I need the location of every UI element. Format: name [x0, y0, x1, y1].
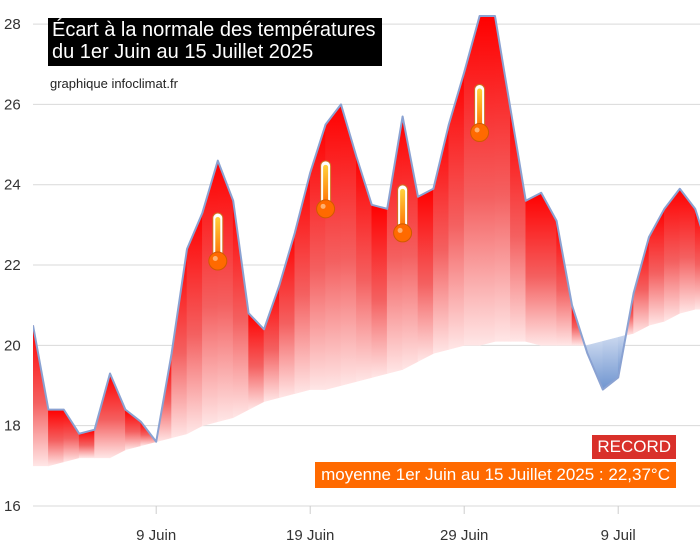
y-tick-label-24: 24: [4, 177, 21, 194]
x-axis-ticks: 9 Juin 19 Juin 29 Juin 9 Juil: [136, 506, 636, 544]
y-axis-ticks: 16 18 20 22 24 26 28: [4, 16, 21, 515]
area-above-normal: [325, 103, 342, 390]
thermometer-mercury: [215, 217, 221, 260]
thermometer-mercury: [477, 88, 483, 131]
area-above-normal: [556, 220, 573, 346]
chart-title: Écart à la normale des températures: [52, 19, 376, 41]
record-thermometer-icon: [316, 160, 336, 219]
record-thermometer-icon: [470, 84, 490, 143]
area-above-normal: [263, 285, 280, 402]
area-above-normal: [648, 208, 665, 326]
area-above-normal: [63, 408, 80, 463]
chart-title-box: Écart à la normale des températures du 1…: [48, 18, 382, 66]
y-tick-label-26: 26: [4, 96, 21, 113]
chart-credit: graphique infoclimat.fr: [50, 76, 178, 91]
area-above-normal: [371, 204, 388, 378]
temperature-area: [33, 15, 700, 467]
area-above-normal: [479, 15, 496, 346]
area-above-normal: [94, 373, 111, 459]
y-tick-label-18: 18: [4, 418, 21, 435]
y-tick-label-20: 20: [4, 337, 21, 354]
thermometer-mercury: [400, 188, 406, 231]
thermometer-bulb: [208, 251, 228, 271]
chart-subtitle: du 1er Juin au 15 Juillet 2025: [52, 41, 314, 63]
record-thermometer-icon: [208, 212, 228, 271]
record-thermometer-icon: [393, 184, 413, 243]
thermometer-bulb: [470, 123, 490, 143]
area-above-normal: [48, 409, 65, 467]
temperature-lines: [33, 15, 700, 443]
area-above-normal: [510, 108, 527, 342]
thermometer-highlight: [212, 256, 218, 262]
x-tick-label: 9 Juil: [601, 527, 636, 544]
y-tick-label-22: 22: [4, 257, 21, 274]
area-above-normal: [694, 208, 700, 310]
x-tick-label: 9 Juin: [136, 527, 176, 544]
record-badge: RECORD: [592, 435, 676, 459]
area-above-normal: [417, 188, 434, 362]
thermometer-highlight: [320, 203, 326, 209]
area-above-normal: [109, 373, 126, 459]
area-above-normal: [664, 187, 681, 322]
x-tick-label: 29 Juin: [440, 527, 488, 544]
record-markers: [208, 84, 490, 271]
thermometer-highlight: [397, 227, 403, 233]
area-above-normal: [525, 192, 542, 346]
observed-temperature-line: [33, 15, 700, 443]
area-below-normal: [602, 336, 619, 391]
y-tick-label-28: 28: [4, 16, 21, 33]
thermometer-bulb: [393, 223, 413, 243]
area-above-normal: [356, 156, 373, 382]
y-tick-label-16: 16: [4, 498, 21, 515]
thermometer-highlight: [474, 127, 480, 133]
x-tick-label: 19 Juin: [286, 527, 334, 544]
area-above-normal: [217, 160, 234, 423]
area-above-normal: [232, 200, 249, 419]
thermometer-mercury: [323, 164, 329, 207]
mean-badge: moyenne 1er Juin au 15 Juillet 2025 : 22…: [315, 462, 676, 488]
thermometer-bulb: [316, 199, 336, 219]
area-above-normal: [202, 160, 219, 427]
area-above-normal: [386, 116, 403, 374]
